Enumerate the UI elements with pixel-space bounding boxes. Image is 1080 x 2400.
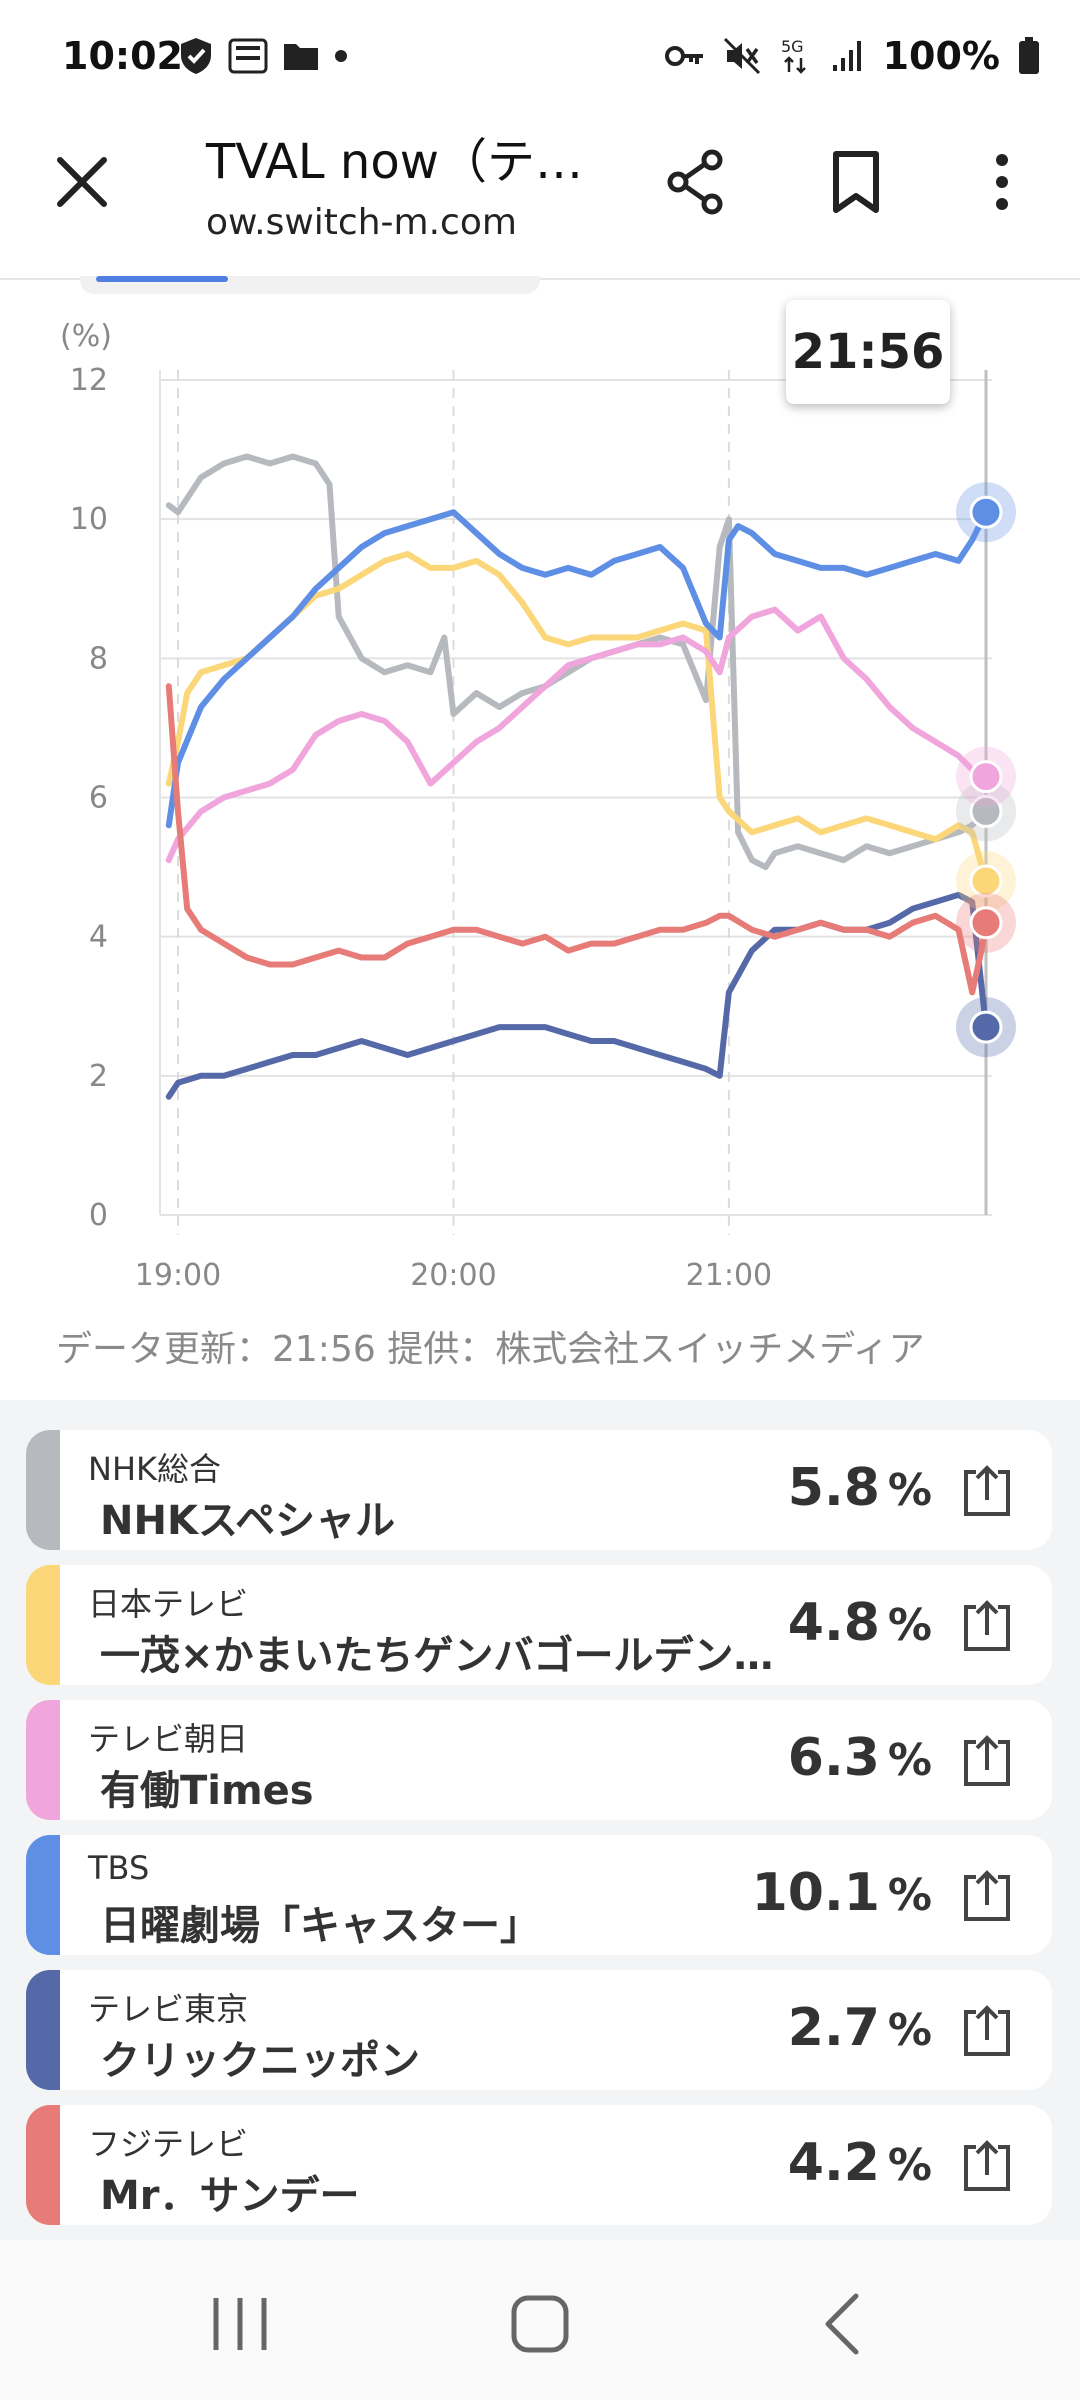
- series-end-point: [969, 864, 1003, 898]
- series-line: [165, 551, 989, 884]
- channel-color-stripe: [26, 1835, 60, 1955]
- page-title: TVAL now（テ…: [206, 134, 583, 190]
- status-left-icons: [178, 36, 348, 76]
- program-name: Mr．サンデー: [100, 2173, 360, 2219]
- channel-name: テレビ朝日: [88, 1720, 249, 1758]
- signal-icon: [832, 41, 861, 71]
- x-tick-label: 19:00: [135, 1258, 221, 1290]
- mute-icon: [723, 37, 760, 75]
- y-tick-label: 0: [89, 1198, 108, 1233]
- bookmark-icon[interactable]: [820, 146, 892, 218]
- share-upload-icon[interactable]: [958, 1732, 1016, 1790]
- folder-icon: [284, 44, 318, 70]
- manga-app-icon: [228, 38, 268, 74]
- key-icon: [664, 46, 703, 66]
- navigation-bar: [0, 2240, 1080, 2400]
- chart-tooltip: 21:56: [786, 300, 950, 404]
- browser-header: TVAL now（テ… ow.switch-m.com: [0, 110, 1080, 280]
- channel-card-ntv[interactable]: 日本テレビ 一茂×かまいたちゲンバゴールデン… 4.8%: [26, 1565, 1052, 1685]
- channel-color-stripe: [26, 1700, 60, 1820]
- channel-name: フジテレビ: [88, 2125, 249, 2163]
- channel-name: テレビ東京: [88, 1990, 249, 2028]
- rating-value: 4.2%: [787, 2133, 932, 2193]
- series-end-point: [969, 794, 1003, 828]
- share-upload-icon[interactable]: [958, 1462, 1016, 1520]
- y-tick-label: 4: [89, 920, 108, 955]
- y-unit-label: (%): [60, 319, 112, 354]
- series-end-point: [969, 760, 1003, 794]
- battery-icon: [1019, 37, 1039, 74]
- status-bar: 10:02 5G 100%: [0, 0, 1080, 110]
- y-tick-label: 12: [70, 363, 108, 398]
- share-upload-icon[interactable]: [958, 1867, 1016, 1925]
- program-name: NHKスペシャル: [100, 1498, 396, 1544]
- program-name: クリックニッポン: [100, 2038, 420, 2084]
- series-end-point: [969, 495, 1003, 529]
- series-end-point: [969, 1010, 1003, 1044]
- series-line: [165, 683, 989, 996]
- rating-value: 6.3%: [787, 1728, 932, 1788]
- channel-color-stripe: [26, 1430, 60, 1550]
- share-upload-icon[interactable]: [958, 1597, 1016, 1655]
- home-icon[interactable]: [500, 2284, 580, 2364]
- channel-name: TBS: [88, 1849, 150, 1887]
- shield-icon: [181, 38, 211, 74]
- channel-name: NHK総合: [88, 1450, 221, 1488]
- recents-icon[interactable]: [200, 2284, 280, 2364]
- rating-value: 4.8%: [787, 1593, 932, 1653]
- rating-value: 2.7%: [787, 1998, 932, 2058]
- data-credit: データ更新：21:56 提供：株式会社スイッチメディア: [56, 1329, 925, 1370]
- channel-color-stripe: [26, 2105, 60, 2225]
- program-name: 日曜劇場「キャスター」: [100, 1903, 540, 1949]
- tab-indicator: [96, 276, 228, 282]
- channel-list: NHK総合 NHKスペシャル 5.8% 日本テレビ 一茂×かまいたちゲンバゴール…: [0, 1400, 1080, 2240]
- channel-color-stripe: [26, 1565, 60, 1685]
- channel-card-tv-tokyo[interactable]: テレビ東京 クリックニッポン 2.7%: [26, 1970, 1052, 2090]
- status-right-icons: 5G 100%: [664, 34, 1040, 78]
- back-icon[interactable]: [804, 2284, 884, 2364]
- rating-value: 5.8%: [787, 1458, 932, 1518]
- rating-chart: 0 2 4 6 8 10 12 (%) 19:00 20:00 21:00 21:56: [0, 290, 1080, 1290]
- close-icon[interactable]: [50, 150, 114, 214]
- channel-card-tbs[interactable]: TBS 日曜劇場「キャスター」 10.1%: [26, 1835, 1052, 1955]
- y-tick-label: 2: [89, 1059, 108, 1094]
- series-line: [165, 606, 989, 864]
- status-time: 10:02: [62, 34, 183, 78]
- 5g-icon: 5G: [781, 37, 806, 74]
- y-tick-label: 8: [89, 641, 108, 676]
- more-vert-icon[interactable]: [966, 146, 1038, 218]
- channel-name: 日本テレビ: [88, 1585, 249, 1623]
- channel-card-tv-asahi[interactable]: テレビ朝日 有働Times 6.3%: [26, 1700, 1052, 1820]
- program-name: 有働Times: [100, 1768, 314, 1814]
- share-upload-icon[interactable]: [958, 2002, 1016, 2060]
- channel-card-fuji[interactable]: フジテレビ Mr．サンデー 4.2%: [26, 2105, 1052, 2225]
- x-tick-label: 20:00: [410, 1258, 496, 1290]
- series-line: [165, 509, 989, 829]
- channel-color-stripe: [26, 1970, 60, 2090]
- series-line: [165, 891, 989, 1100]
- battery-percent: 100%: [882, 34, 1000, 78]
- share-icon[interactable]: [660, 146, 732, 218]
- dot-icon: [335, 50, 347, 62]
- series-end-point: [969, 906, 1003, 940]
- page-url[interactable]: ow.switch-m.com: [206, 202, 517, 243]
- x-tick-label: 21:00: [686, 1258, 772, 1290]
- y-tick-label: 6: [89, 781, 108, 816]
- chart-svg: 0 2 4 6 8 10 12 (%) 19:00 20:00 21:00: [60, 319, 1016, 1290]
- y-tick-label: 10: [70, 502, 108, 537]
- rating-value: 10.1%: [751, 1863, 932, 1923]
- program-name: 一茂×かまいたちゲンバゴールデン…: [100, 1633, 774, 1679]
- channel-card-nhk[interactable]: NHK総合 NHKスペシャル 5.8%: [26, 1430, 1052, 1550]
- svg-text:5G: 5G: [781, 37, 804, 56]
- share-upload-icon[interactable]: [958, 2137, 1016, 2195]
